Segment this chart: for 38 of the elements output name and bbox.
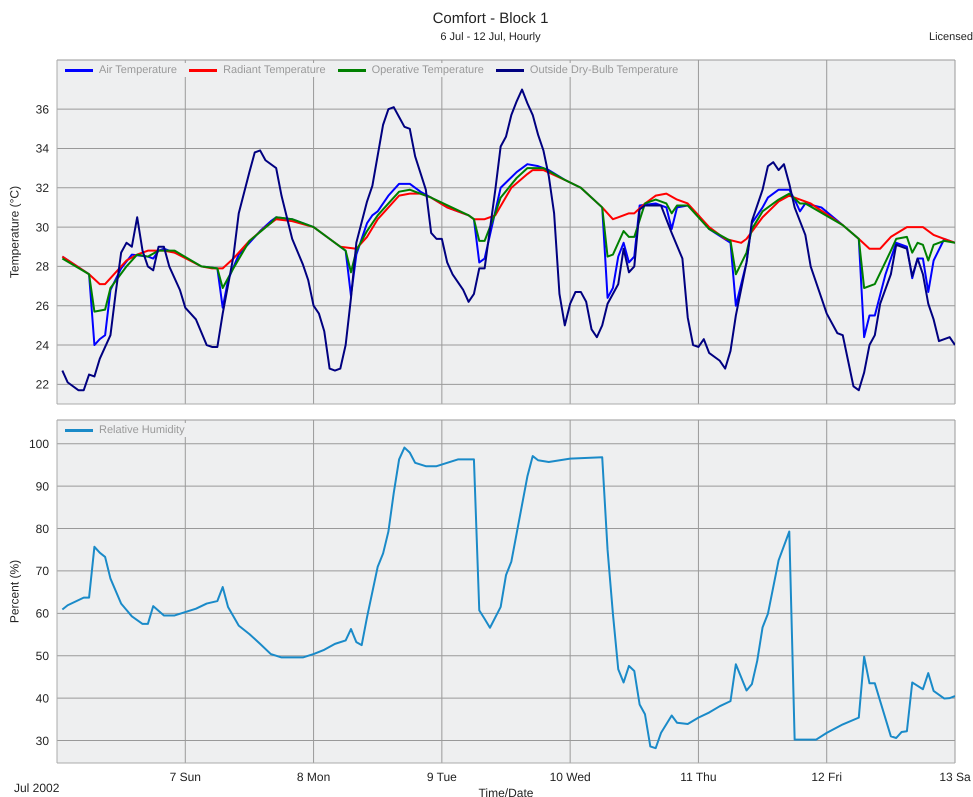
x-tick-label: 9 Tue	[426, 770, 458, 784]
legend-label: Radiant Temperature	[223, 64, 326, 76]
y-axis-title: Temperature (°C)	[7, 186, 22, 278]
line-series	[61, 167, 955, 313]
y-tick-label: 36	[36, 102, 50, 116]
legend-label: Outside Dry-Bulb Temperature	[530, 64, 678, 76]
text: Licensed	[928, 31, 973, 43]
y-tick-label: 100	[28, 437, 50, 452]
x-tick-label: 11 Thu	[680, 770, 717, 784]
legend-label: Relative Humidity	[99, 424, 185, 436]
y-tick-label: 30	[36, 220, 50, 234]
x-tick-label: 13 Sa	[939, 770, 972, 784]
y-tick-label: 80	[36, 522, 50, 536]
chart-subtitle: 6 Jul - 12 Jul, Hourly	[440, 31, 541, 43]
y-tick-label: 30	[36, 734, 50, 748]
y-tick-label: 28	[36, 260, 50, 274]
y-tick-label: 60	[36, 606, 50, 621]
chart-title: Comfort - Block 1	[432, 10, 550, 27]
y-tick-label: 32	[36, 181, 50, 196]
line-series	[61, 88, 955, 392]
y-tick-label: 22	[36, 378, 50, 392]
x-tick-label: 8 Mon	[296, 770, 330, 784]
y-tick-label: 90	[36, 479, 50, 494]
y-tick-label: 70	[36, 564, 50, 578]
y-axis-title: Percent (%)	[7, 560, 22, 624]
y-tick-label: 26	[36, 298, 50, 313]
legend-label: Operative Temperature	[372, 64, 484, 76]
y-tick-label: 40	[36, 691, 50, 706]
x-tick-label: 12 Fri	[811, 770, 842, 784]
y-tick-label: 34	[36, 142, 50, 156]
x-tick-label: 10 Wed	[550, 770, 591, 784]
x-axis-title: Time/Date	[478, 786, 534, 797]
text: Jul 2002	[14, 781, 60, 795]
legend-label: Air Temperature	[99, 64, 178, 76]
x-tick-label: 7 Sun	[170, 770, 201, 784]
y-tick-label: 24	[36, 338, 50, 352]
line-series	[61, 446, 955, 750]
y-tick-label: 50	[36, 648, 50, 663]
